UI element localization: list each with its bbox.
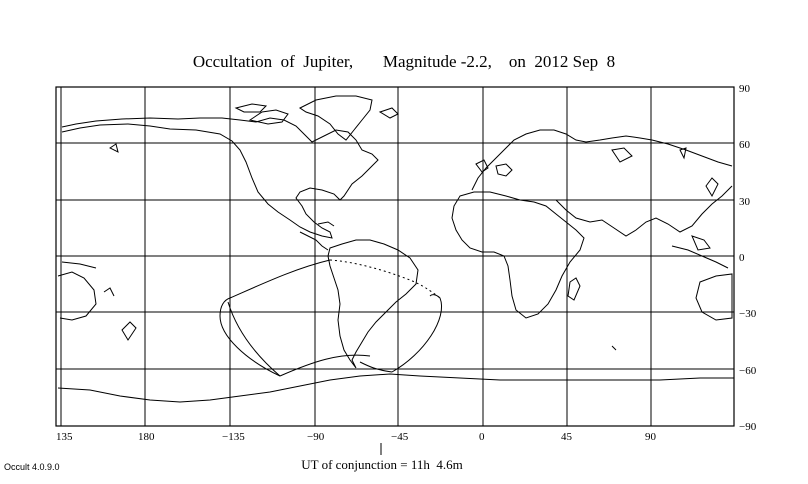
daylight-section-dotted [329,259,441,299]
africa-coast [451,191,585,319]
australia-east [57,271,97,321]
northern-limit-line [229,259,331,299]
eastern-limit-curve [391,294,442,373]
south-america-coast [327,239,419,369]
lon-label: 90 [645,431,657,443]
asia-coast [555,185,733,237]
southern-limit-line [279,354,371,377]
occultation-region [219,259,442,377]
north-america-coast [61,117,379,239]
australia-west [695,273,733,321]
software-version: Occult 4.0.9.0 [4,462,60,472]
lon-label: 45 [561,431,573,443]
latitude-gridlines [56,142,734,370]
coastlines [57,95,734,403]
lat-label: 30 [739,196,751,208]
lat-label: 0 [739,252,745,264]
lat-label: 90 [739,83,751,95]
conjunction-time-label: UT of conjunction = 11h 4.6m [301,457,463,472]
map-title: Occultation of Jupiter, Magnitude -2.2, … [192,52,616,71]
lon-label: −90 [307,431,325,443]
longitude-labels: 135 180 −135 −90 −45 0 45 90 [56,431,657,443]
lat-label: −60 [739,365,757,377]
lat-label: 60 [739,139,751,151]
antarctica-coast [57,373,734,403]
western-limit-curve [219,297,281,377]
lat-label: −90 [739,421,757,433]
caribbean-coast [299,231,329,251]
greenland-coast [299,95,373,141]
lon-label: −45 [391,431,409,443]
europe-coast [471,129,653,191]
lon-label: 0 [479,431,485,443]
lon-label: 180 [138,431,155,443]
lon-label: −135 [222,431,245,443]
lon-label: 135 [56,431,73,443]
lat-label: −30 [739,308,757,320]
latitude-labels: 90 60 30 0 −30 −60 −90 [739,83,757,433]
